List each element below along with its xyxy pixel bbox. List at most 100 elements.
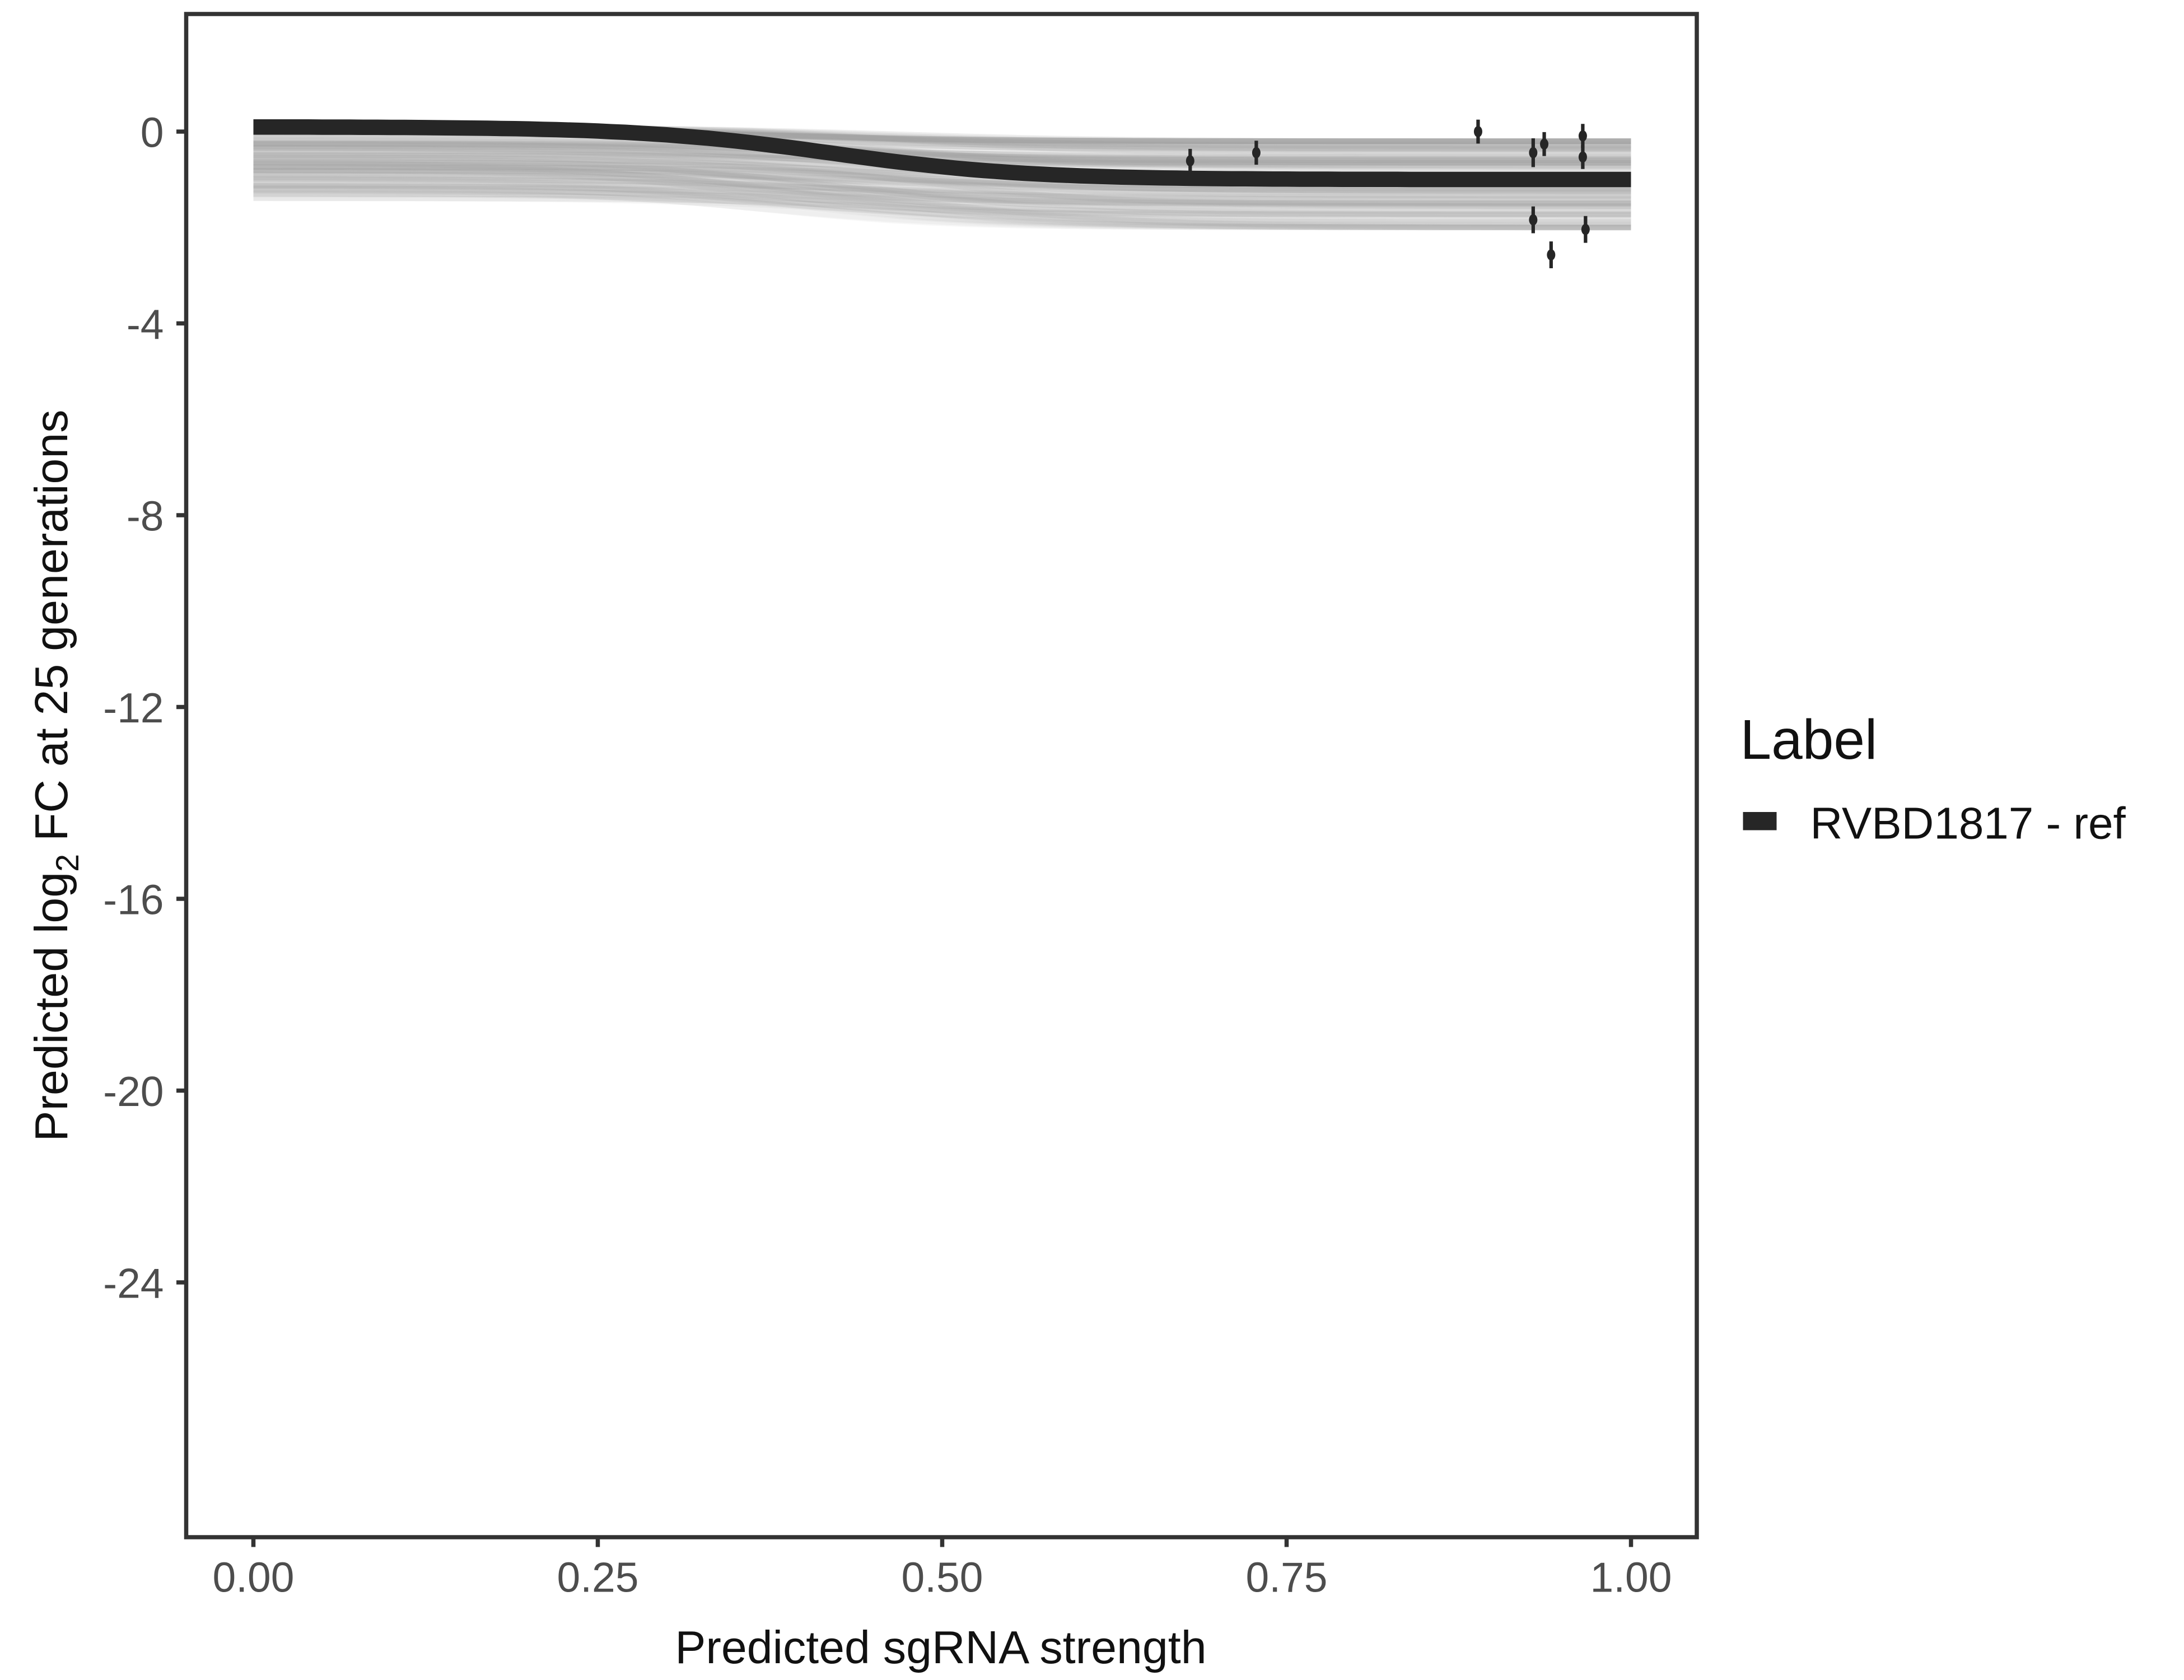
data-point [1529,214,1538,226]
x-axis: 0.00 0.25 0.50 0.75 1.00 [213,1537,1672,1601]
posterior-draw-line [253,165,1631,209]
posterior-draw-line [253,187,1631,231]
y-tick-label: -4 [127,301,164,348]
posterior-draw-line [253,185,1631,202]
posterior-draw-line [253,195,1631,217]
x-tick-label: 0.25 [557,1554,639,1601]
posterior-draw-line [253,168,1631,195]
posterior-draw-line [253,183,1631,221]
posterior-draw-line [253,183,1631,230]
y-tick-label: -8 [127,493,164,540]
posterior-draw-line [253,143,1631,173]
x-tick-label: 0.75 [1246,1554,1328,1601]
posterior-draw-line [253,169,1631,202]
posterior-draw-line [253,167,1631,217]
posterior-draw-line [253,183,1631,230]
posterior-draw-line [253,176,1631,208]
posterior-draw-line [253,141,1631,164]
data-point [1547,249,1556,261]
posterior-draw-line [253,176,1631,230]
y-axis: 0 -4 -8 -12 -16 -20 -24 [103,109,186,1307]
posterior-draw-line [253,190,1631,231]
posterior-draw-line [253,167,1631,218]
legend-key-rvbd1817 [1743,812,1777,830]
legend-label-rvbd1817: RVBD1817 - ref [1810,799,2126,848]
data-points [1186,119,1590,269]
posterior-draw-line [253,171,1631,202]
posterior-draw-line [253,185,1631,231]
posterior-draw-line [253,142,1631,166]
x-axis-title: Predicted sgRNA strength [675,1622,1206,1673]
posterior-draw-line [253,189,1631,231]
x-tick-label: 1.00 [1590,1554,1672,1601]
posterior-draw-line [253,175,1631,193]
posterior-draw-line [253,176,1631,200]
posterior-draw-line [253,183,1631,213]
data-point [1581,223,1590,235]
posterior-draw-line [253,195,1631,226]
posterior-draw-line [253,191,1631,206]
y-tick-label: 0 [141,109,164,156]
posterior-draw-line [253,172,1631,218]
posterior-draw-line [253,138,1631,162]
posterior-draw-line [253,138,1631,154]
posterior-draw-line [253,170,1631,195]
posterior-draw-line [253,176,1631,229]
posterior-draw-line [253,181,1631,197]
posterior-draw-line [253,140,1631,160]
posterior-draw-line [253,158,1631,207]
posterior-draw-line [253,164,1631,214]
x-tick-label: 0.50 [902,1554,983,1601]
posterior-draw-line [253,190,1631,207]
data-point [1540,138,1549,150]
posterior-draw-line [253,185,1631,218]
posterior-draw-line [253,186,1631,231]
y-axis-title: Predicted log2 FC at 25 generations [26,410,86,1142]
data-point [1186,155,1194,167]
posterior-draw-line [253,183,1631,206]
posterior-draw-line [253,175,1631,199]
posterior-draw-line [253,182,1631,207]
data-point [1578,151,1587,163]
posterior-draw-line [253,176,1631,225]
posterior-draw-line [253,160,1631,190]
x-tick-label: 0.00 [213,1554,295,1601]
posterior-draw-line [253,170,1631,206]
data-point [1473,126,1482,137]
posterior-draw-line [253,171,1631,226]
y-tick-label: -24 [103,1260,164,1307]
posterior-draw-line [253,143,1631,164]
posterior-draw-line [253,167,1631,203]
posterior-draw-line [253,192,1631,231]
posterior-draw-line [253,161,1631,212]
posterior-draw-line [253,133,1631,152]
y-tick-label: -12 [103,684,164,731]
posterior-draw-line [253,195,1631,218]
posterior-draw-line [253,181,1631,224]
posterior-draw-line [253,153,1631,194]
data-point [1529,147,1538,158]
posterior-draw-line [253,158,1631,193]
data-point [1578,130,1587,142]
fit-curve [253,119,1631,188]
posterior-draw-line [253,147,1631,163]
posterior-draw-line [253,181,1631,202]
posterior-draw-line [253,165,1631,208]
posterior-draw-line [253,189,1631,220]
posterior-draw-line [253,136,1631,166]
posterior-draw-line [253,176,1631,209]
data-point [1252,147,1261,158]
posterior-draw-line [253,137,1631,163]
posterior-draw-line [253,187,1631,230]
posterior-draw-line [253,164,1631,194]
posterior-draw-line [253,182,1631,201]
posterior-draw-line [253,142,1631,158]
posterior-draw-line [253,191,1631,227]
plot-panel-border [184,12,1699,1539]
y-tick-label: -16 [103,876,164,923]
posterior-draw-line [253,160,1631,209]
posterior-draw-line [253,167,1631,218]
posterior-draw-line [253,171,1631,225]
posterior-draw-line [253,156,1631,207]
